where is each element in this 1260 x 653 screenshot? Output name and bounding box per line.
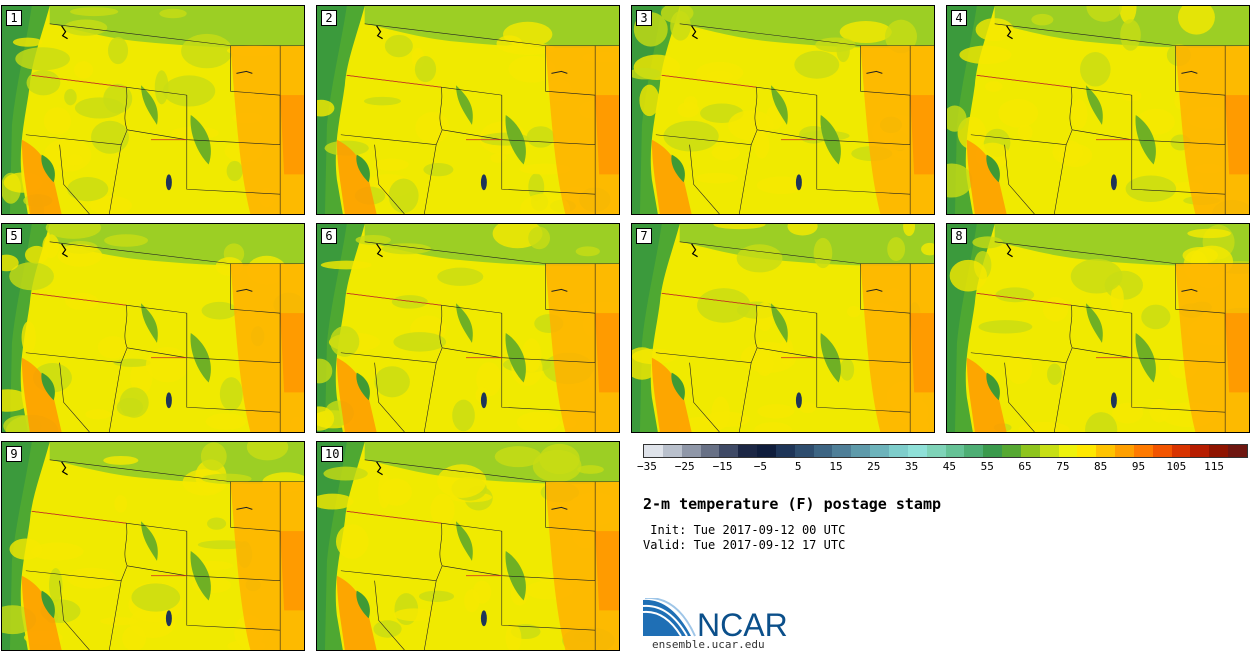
colorbar-swatch [1228,445,1247,457]
colorbar-swatch [983,445,1003,457]
logo-url: ensemble.ucar.edu [652,638,765,651]
ensemble-member-panel: 5 [1,223,305,433]
temperature-map [2,6,304,214]
temperature-map [947,224,1249,432]
temperature-map [2,224,304,432]
temperature-colorbar [643,444,1248,458]
colorbar-swatch [1039,445,1059,457]
panel-number: 9 [6,446,22,462]
colorbar-swatch [1096,445,1116,457]
panel-number: 1 [6,10,22,26]
colorbar-swatch [832,445,852,457]
colorbar-swatch [870,445,889,457]
panel-number: 5 [6,228,22,244]
colorbar-swatch [1077,445,1097,457]
temperature-map [317,6,619,214]
panel-number: 3 [636,10,652,26]
colorbar-swatch [851,445,871,457]
colorbar-tick-label: 5 [794,460,802,473]
ensemble-member-panel: 6 [316,223,620,433]
colorbar-swatch [1115,445,1134,457]
colorbar-tick-label: 35 [904,460,919,473]
colorbar-swatch [907,445,927,457]
colorbar-tick-label: 115 [1204,460,1225,473]
colorbar-swatch [719,445,739,457]
colorbar-swatch [700,445,720,457]
colorbar-tick-label: 65 [1018,460,1032,473]
colorbar-tick-label: −35 [636,460,657,473]
colorbar-swatch [1133,445,1153,457]
colorbar-tick-label: 15 [829,460,843,473]
panel-number: 10 [321,446,344,462]
ensemble-member-panel: 4 [946,5,1250,215]
ensemble-member-panel: 1 [1,5,305,215]
colorbar-swatch [738,445,758,457]
colorbar-tick-label: −15 [712,460,733,473]
colorbar-swatch [1190,445,1210,457]
valid-time: Valid: Tue 2017-09-12 17 UTC [643,538,846,552]
ensemble-member-panel: 7 [631,223,935,433]
panel-number: 4 [951,10,967,26]
temperature-map [2,442,304,650]
colorbar-tick-label: 55 [980,460,994,473]
colorbar-swatch [926,445,946,457]
colorbar-swatch [888,445,908,457]
temperature-map [317,442,619,650]
panel-number: 2 [321,10,337,26]
colorbar-tick-label: 95 [1131,460,1146,473]
ensemble-member-panel: 3 [631,5,935,215]
colorbar-swatch [1058,445,1078,457]
colorbar-tick-label: 45 [942,460,957,473]
colorbar-swatch [964,445,984,457]
colorbar-swatch [775,445,795,457]
colorbar-tick-label: 105 [1166,460,1187,473]
colorbar-swatch [1171,445,1191,457]
colorbar-swatch [1152,445,1172,457]
colorbar-swatch [1020,445,1040,457]
ensemble-member-panel: 10 [316,441,620,651]
colorbar-swatch [1002,445,1021,457]
temperature-map [632,224,934,432]
colorbar-swatch [757,445,776,457]
colorbar-tick-labels: −35 −25 −15 −5 5 15 25 35 45 55 65 75 85 95 105 115 [637,460,1248,474]
colorbar-swatch [681,445,701,457]
colorbar-tick-label: 25 [867,460,881,473]
init-time: Init: Tue 2017-09-12 00 UTC [643,523,846,537]
ensemble-member-panel: 9 [1,441,305,651]
ncar-logo: NCAR [643,598,788,640]
panel-number: 8 [951,228,967,244]
ensemble-member-panel: 8 [946,223,1250,433]
colorbar-swatch [644,445,663,457]
colorbar-swatch [794,445,814,457]
colorbar-tick-label: 75 [1056,460,1070,473]
temperature-map [632,6,934,214]
ncar-logo-text: NCAR [697,607,788,640]
temperature-map [947,6,1249,214]
colorbar-tick-label: −5 [753,460,767,473]
colorbar-swatch [813,445,833,457]
colorbar-tick-label: −25 [674,460,695,473]
colorbar-swatch [1209,445,1229,457]
panel-number: 7 [636,228,652,244]
colorbar-swatch [662,445,682,457]
colorbar-swatch [945,445,965,457]
figure-title: 2-m temperature (F) postage stamp [643,495,942,513]
colorbar-tick-label: 85 [1094,460,1108,473]
ensemble-member-panel: 2 [316,5,620,215]
panel-number: 6 [321,228,337,244]
temperature-map [317,224,619,432]
